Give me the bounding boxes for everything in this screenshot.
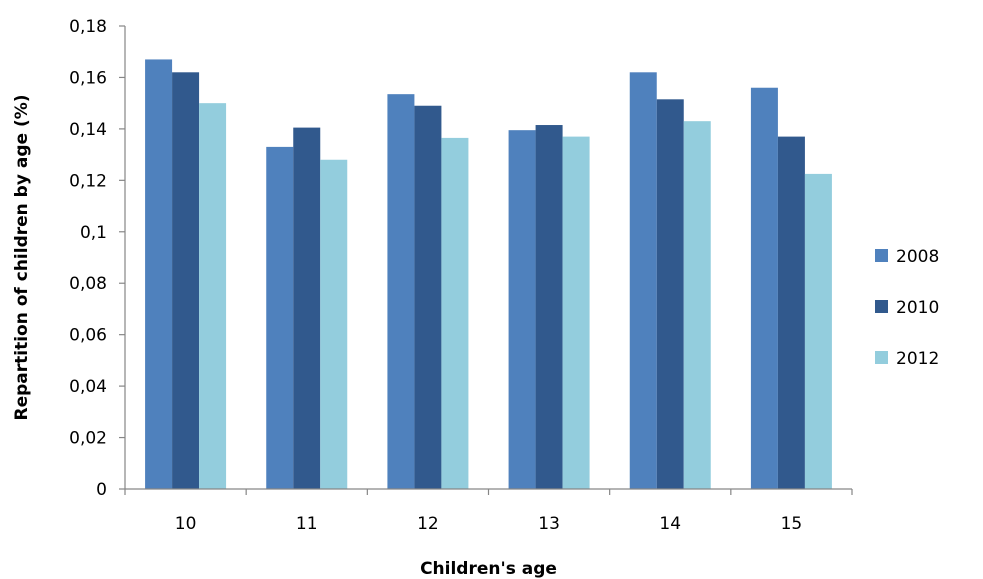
legend-swatch-2008 [875, 249, 888, 262]
x-tick-label: 14 [659, 514, 681, 534]
y-tick-label: 0,18 [69, 17, 107, 37]
bar-2012-14 [683, 121, 711, 489]
bar-2010-11 [293, 127, 321, 489]
y-tick-label: 0,12 [69, 171, 107, 191]
bar-2008-14 [629, 72, 657, 490]
x-axis-title: Children's age [420, 559, 557, 579]
y-tick-label: 0,16 [69, 68, 107, 88]
bar-2008-10 [145, 59, 173, 489]
y-tick-label: 0,14 [69, 120, 107, 140]
bar-2010-13 [535, 125, 563, 490]
bar-2012-10 [199, 103, 227, 490]
bar-2012-12 [441, 137, 469, 489]
bar-2012-13 [562, 136, 590, 489]
bar-2010-14 [656, 99, 684, 489]
x-axis-ticks: 10 11 12 13 14 15 [124, 489, 853, 534]
bar-2008-13 [508, 130, 536, 490]
bar-2008-15 [750, 87, 778, 489]
x-tick-label: 10 [175, 514, 197, 534]
legend-label-2008: 2008 [896, 247, 939, 267]
bar-2012-15 [804, 173, 832, 489]
y-tick-label: 0 [96, 480, 107, 500]
y-tick-label: 0,08 [69, 274, 107, 294]
legend-swatch-2012 [875, 351, 888, 364]
bar-2010-15 [777, 136, 805, 489]
y-tick-label: 0,06 [69, 326, 107, 346]
legend-label-2012: 2012 [896, 349, 939, 369]
y-tick-label: 0,02 [69, 429, 107, 449]
y-axis-ticks: 0 0,02 0,04 0,06 0,08 0,1 0,12 0,14 0,16 0,18 [69, 17, 125, 500]
x-tick-label: 15 [781, 514, 803, 534]
legend-label-2010: 2010 [896, 298, 939, 318]
y-axis-title: Repartition of children by age (%) [12, 94, 32, 420]
y-tick-label: 0,1 [80, 223, 107, 243]
bar-2008-12 [387, 94, 415, 490]
x-tick-label: 11 [296, 514, 318, 534]
bar-2012-11 [320, 159, 348, 489]
x-tick-label: 13 [538, 514, 560, 534]
bar-2008-11 [266, 146, 294, 489]
x-tick-label: 12 [417, 514, 439, 534]
bar-2010-12 [414, 105, 442, 489]
legend-swatch-2010 [875, 300, 888, 313]
plot-area [145, 59, 832, 490]
legend: 2008 2010 2012 [875, 247, 939, 369]
y-tick-label: 0,04 [69, 377, 107, 397]
bar-2010-10 [172, 72, 200, 490]
